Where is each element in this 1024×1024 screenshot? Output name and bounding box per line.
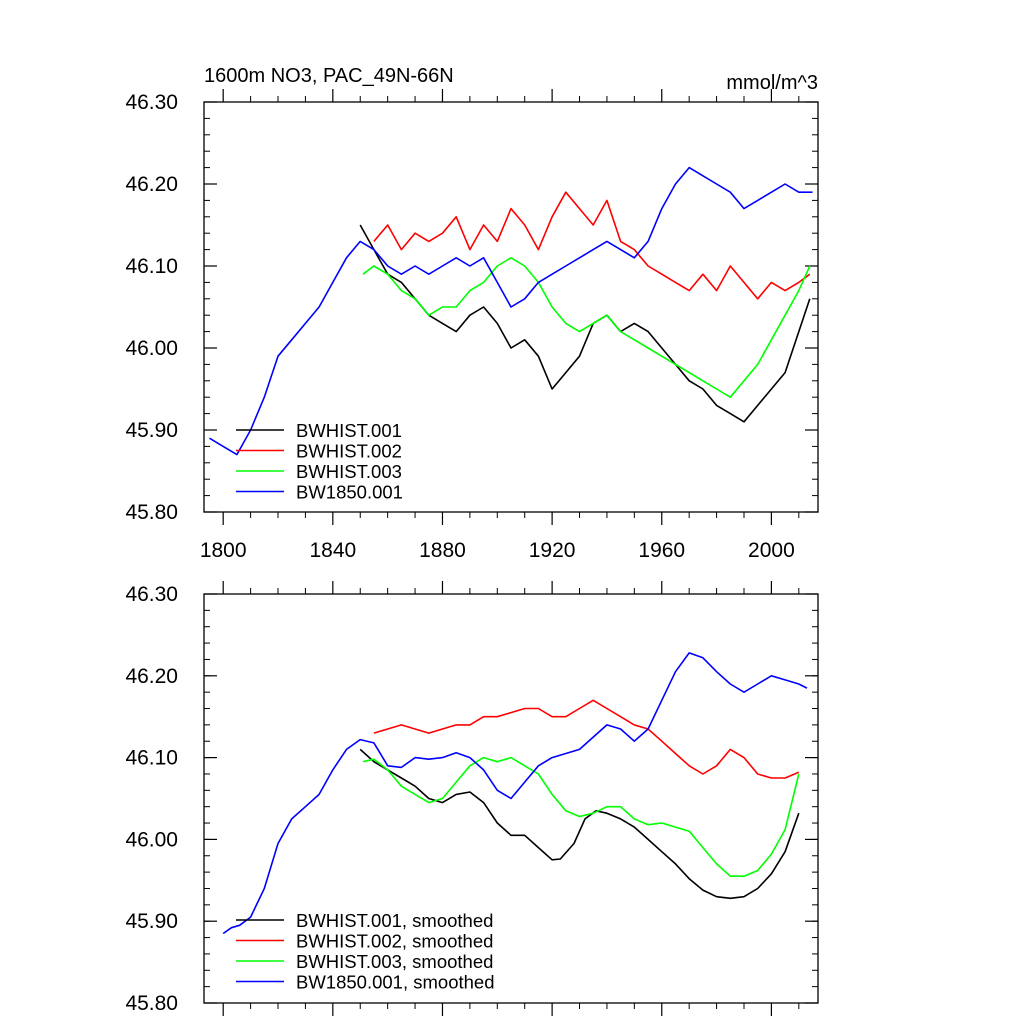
x-tick-label: 1800 (200, 539, 247, 562)
y-tick-label: 46.20 (125, 173, 178, 196)
y-tick-label: 45.90 (125, 419, 178, 442)
y-tick-label: 46.00 (125, 828, 178, 851)
series-line-bwhist-003 (362, 756, 800, 877)
legend-label: BWHIST.001 (296, 420, 402, 441)
chart-title-right: mmol/m^3 (726, 72, 818, 94)
x-tick-label: 1840 (309, 539, 356, 562)
y-tick-label: 46.20 (125, 665, 178, 688)
legend-label: BWHIST.003, smoothed (296, 951, 493, 972)
bottom-panel: 45.80 45.90 46.00 46.10 46.20 46.30 BWHIST.001… (125, 581, 819, 1016)
legend-label: BWHIST.002 (296, 441, 402, 462)
x-tick-label: 1880 (419, 539, 466, 562)
series-line-bwhist-003 (362, 257, 811, 398)
y-tick-label: 46.10 (125, 747, 178, 770)
series-line-bw1850-001 (209, 166, 813, 456)
y-tick-label: 46.30 (125, 91, 178, 114)
series-line-bw1850-001 (222, 652, 808, 935)
y-tick-label: 46.00 (125, 337, 178, 360)
x-tick-label: 1920 (529, 539, 576, 562)
y-tick-label: 46.10 (125, 255, 178, 278)
y-tick-label: 46.30 (125, 583, 178, 606)
chart-title-left: 1600m NO3, PAC_49N-66N (204, 65, 454, 87)
plot-frame (203, 593, 819, 1004)
y-tick-label: 45.90 (125, 910, 178, 933)
series-line-bwhist-002 (373, 191, 811, 300)
legend-label: BWHIST.003 (296, 461, 402, 482)
x-tick-label: 1960 (638, 539, 685, 562)
series-line-bwhist-002 (373, 699, 800, 779)
legend-label: BW1850.001 (296, 482, 403, 503)
plot-frame (203, 101, 819, 513)
top-panel: 45.80 45.90 46.00 46.10 46.20 46.30 1800 1840 18… (125, 65, 819, 562)
y-tick-label: 45.80 (125, 992, 178, 1015)
legend-label: BWHIST.002, smoothed (296, 931, 493, 952)
legend-label: BWHIST.001, smoothed (296, 910, 493, 931)
x-tick-label: 2000 (748, 539, 795, 562)
y-tick-label: 45.80 (125, 501, 178, 524)
series-line-bwhist-001 (359, 224, 811, 423)
legend-label: BW1850.001, smoothed (296, 972, 495, 993)
